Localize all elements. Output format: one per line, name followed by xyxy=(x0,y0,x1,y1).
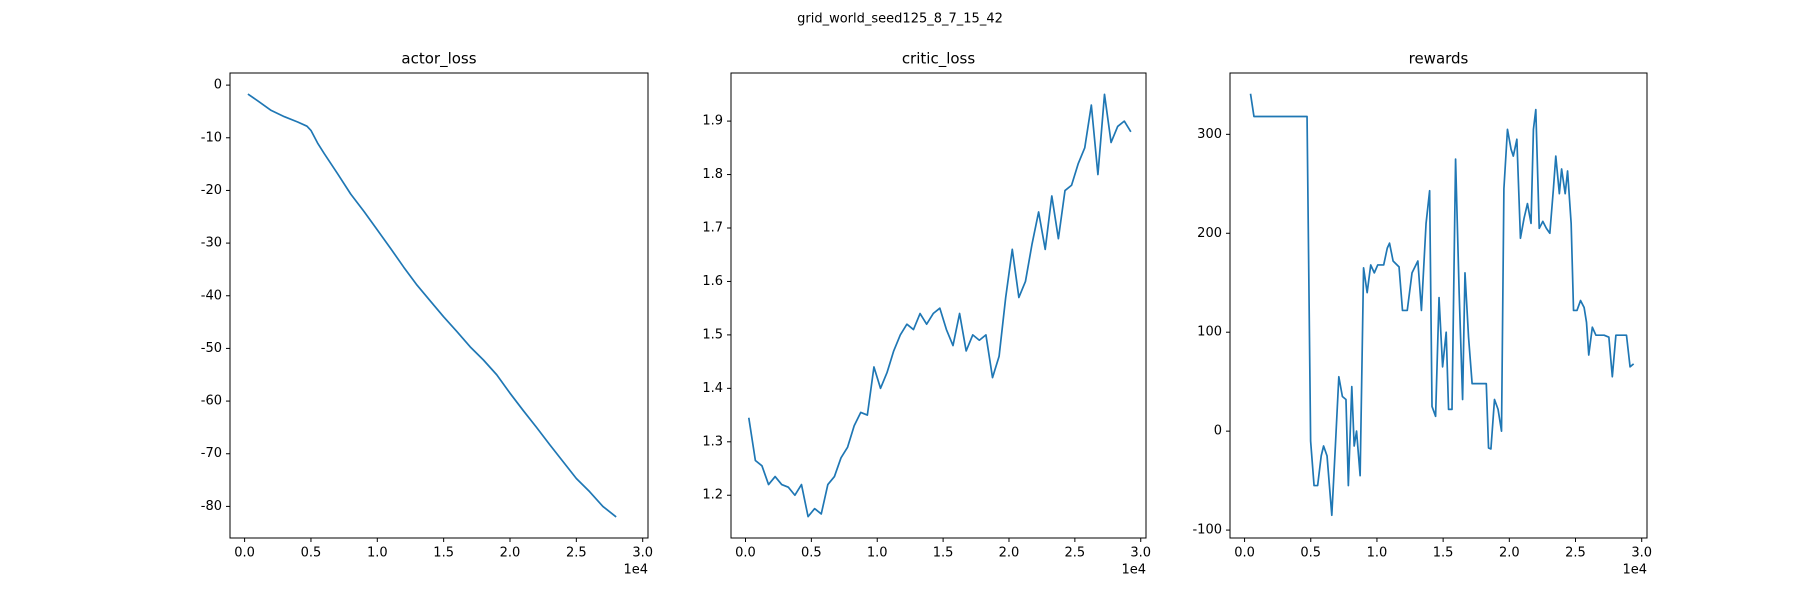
x-tick-label: 1.0 xyxy=(1367,546,1388,561)
x-tick-label: 1.5 xyxy=(933,546,954,561)
y-tick-label: 1.2 xyxy=(702,488,723,503)
x-tick-label: 1.0 xyxy=(367,546,388,561)
x-tick-label: 3.0 xyxy=(632,546,653,561)
x-offset-label: 1e4 xyxy=(1622,563,1647,578)
x-tick-label: 2.5 xyxy=(1065,546,1086,561)
x-tick-label: 2.5 xyxy=(1565,546,1586,561)
y-tick-label: 0 xyxy=(1214,424,1222,439)
x-tick-label: 0.5 xyxy=(1300,546,1321,561)
y-tick-label: -10 xyxy=(201,130,222,145)
y-tick-label: 1.6 xyxy=(702,274,723,289)
axes-frame xyxy=(229,72,649,539)
y-tick-label: -100 xyxy=(1192,523,1222,538)
y-tick-label: 1.4 xyxy=(702,381,723,396)
y-tick-label: 1.7 xyxy=(702,221,723,236)
subplot-title: rewards xyxy=(1409,50,1469,68)
y-tick-label: -40 xyxy=(201,288,222,303)
x-tick-label: 0.0 xyxy=(234,546,255,561)
data-line xyxy=(747,93,1132,518)
y-tick-label: -50 xyxy=(201,341,222,356)
y-tick-label: 200 xyxy=(1197,226,1222,241)
y-tick-label: 1.8 xyxy=(702,167,723,182)
y-tick-label: -80 xyxy=(201,499,222,514)
x-tick-label: 2.0 xyxy=(500,546,521,561)
x-tick-label: 1.5 xyxy=(433,546,454,561)
x-tick-label: 0.5 xyxy=(301,546,322,561)
x-offset-label: 1e4 xyxy=(623,563,648,578)
x-tick-label: 0.0 xyxy=(1234,546,1255,561)
x-tick-label: 1.5 xyxy=(1433,546,1454,561)
y-tick-label: 100 xyxy=(1197,325,1222,340)
y-tick-label: -70 xyxy=(201,446,222,461)
data-line xyxy=(247,93,617,518)
x-offset-label: 1e4 xyxy=(1121,563,1146,578)
axes-frame xyxy=(1229,72,1648,539)
y-tick-label: -60 xyxy=(201,394,222,409)
axes-frame xyxy=(730,72,1147,539)
y-tick-label: 1.3 xyxy=(702,434,723,449)
y-tick-label: -20 xyxy=(201,183,222,198)
x-tick-label: 2.0 xyxy=(1499,546,1520,561)
y-tick-label: 1.9 xyxy=(702,114,723,129)
x-tick-label: 2.0 xyxy=(999,546,1020,561)
x-tick-label: 1.0 xyxy=(867,546,888,561)
x-tick-label: 0.5 xyxy=(801,546,822,561)
x-tick-label: 0.0 xyxy=(735,546,756,561)
y-tick-label: 300 xyxy=(1197,127,1222,142)
x-tick-label: 3.0 xyxy=(1130,546,1151,561)
y-tick-label: -30 xyxy=(201,236,222,251)
y-tick-label: 0 xyxy=(214,78,222,93)
x-tick-label: 3.0 xyxy=(1631,546,1652,561)
figure-title: grid_world_seed125_8_7_15_42 xyxy=(797,12,1003,27)
subplot-title: critic_loss xyxy=(902,50,976,69)
y-tick-label: 1.5 xyxy=(702,327,723,342)
x-tick-label: 2.5 xyxy=(566,546,587,561)
subplot-title: actor_loss xyxy=(401,50,476,69)
data-line xyxy=(1249,93,1635,517)
